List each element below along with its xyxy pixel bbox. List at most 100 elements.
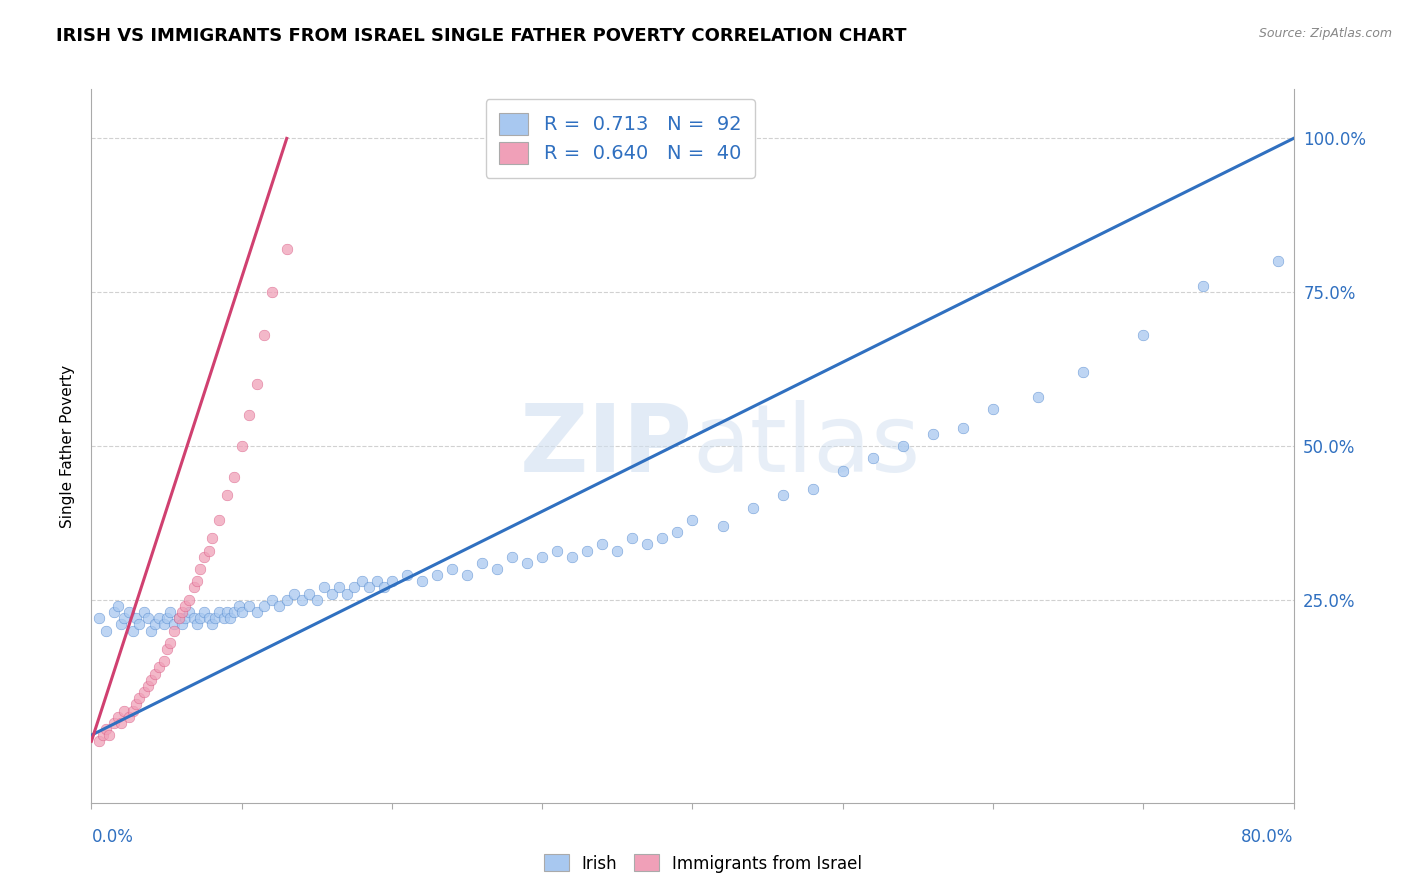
Point: [98, 728, 121, 742]
Point: [128, 691, 150, 706]
Point: [132, 605, 155, 619]
Point: [170, 605, 193, 619]
Point: [260, 285, 283, 300]
Text: IRISH VS IMMIGRANTS FROM ISRAEL SINGLE FATHER POVERTY CORRELATION CHART: IRISH VS IMMIGRANTS FROM ISRAEL SINGLE F…: [56, 27, 907, 45]
Point: [651, 531, 673, 545]
Point: [501, 549, 523, 564]
Point: [218, 611, 240, 625]
Point: [636, 537, 658, 551]
Text: ZIP: ZIP: [520, 400, 692, 492]
Point: [148, 660, 170, 674]
Point: [118, 605, 141, 619]
Point: [128, 617, 150, 632]
Point: [193, 549, 215, 564]
Point: [197, 543, 219, 558]
Point: [343, 581, 366, 595]
Point: [350, 574, 373, 589]
Point: [87, 611, 110, 625]
Point: [366, 574, 388, 589]
Point: [314, 581, 336, 595]
Point: [125, 698, 148, 712]
Point: [1192, 279, 1215, 293]
Point: [666, 525, 689, 540]
Point: [546, 543, 568, 558]
Point: [831, 464, 853, 478]
Text: 80.0%: 80.0%: [1241, 828, 1294, 846]
Point: [186, 574, 208, 589]
Point: [201, 617, 224, 632]
Point: [118, 709, 141, 723]
Point: [152, 654, 174, 668]
Point: [170, 617, 193, 632]
Point: [328, 581, 350, 595]
Point: [125, 611, 148, 625]
Point: [260, 592, 283, 607]
Point: [143, 666, 166, 681]
Point: [215, 605, 238, 619]
Legend: Irish, Immigrants from Israel: Irish, Immigrants from Israel: [537, 847, 869, 880]
Point: [215, 488, 238, 502]
Point: [246, 605, 269, 619]
Point: [204, 611, 226, 625]
Point: [531, 549, 554, 564]
Point: [159, 605, 181, 619]
Text: Source: ZipAtlas.com: Source: ZipAtlas.com: [1258, 27, 1392, 40]
Point: [138, 611, 160, 625]
Point: [224, 469, 246, 483]
Point: [246, 377, 269, 392]
Point: [110, 715, 132, 730]
Point: [238, 599, 260, 613]
Point: [486, 562, 509, 576]
Point: [148, 611, 170, 625]
Point: [440, 562, 463, 576]
Point: [801, 482, 824, 496]
Point: [163, 624, 186, 638]
Point: [276, 592, 298, 607]
Point: [471, 556, 494, 570]
Point: [110, 617, 132, 632]
Point: [122, 624, 145, 638]
Point: [159, 636, 181, 650]
Point: [228, 599, 250, 613]
Point: [269, 599, 291, 613]
Point: [141, 673, 163, 687]
Point: [373, 581, 395, 595]
Point: [93, 728, 115, 742]
Point: [103, 715, 125, 730]
Y-axis label: Single Father Poverty: Single Father Poverty: [60, 365, 76, 527]
Point: [138, 679, 160, 693]
Point: [516, 556, 538, 570]
Point: [141, 624, 163, 638]
Point: [305, 592, 328, 607]
Point: [952, 420, 974, 434]
Point: [862, 451, 884, 466]
Point: [238, 409, 260, 423]
Point: [283, 587, 305, 601]
Point: [155, 611, 177, 625]
Point: [177, 605, 200, 619]
Point: [183, 611, 205, 625]
Point: [224, 605, 246, 619]
Point: [173, 599, 195, 613]
Point: [193, 605, 215, 619]
Point: [188, 562, 211, 576]
Point: [231, 605, 253, 619]
Point: [114, 704, 136, 718]
Point: [208, 605, 231, 619]
Point: [177, 592, 200, 607]
Point: [87, 734, 110, 748]
Point: [741, 500, 763, 515]
Point: [96, 722, 118, 736]
Point: [1132, 328, 1154, 343]
Point: [621, 531, 644, 545]
Point: [1267, 254, 1289, 268]
Point: [381, 574, 404, 589]
Point: [359, 581, 381, 595]
Point: [1071, 365, 1094, 379]
Point: [208, 513, 231, 527]
Point: [922, 426, 945, 441]
Point: [186, 617, 208, 632]
Point: [561, 549, 583, 564]
Point: [231, 439, 253, 453]
Point: [132, 685, 155, 699]
